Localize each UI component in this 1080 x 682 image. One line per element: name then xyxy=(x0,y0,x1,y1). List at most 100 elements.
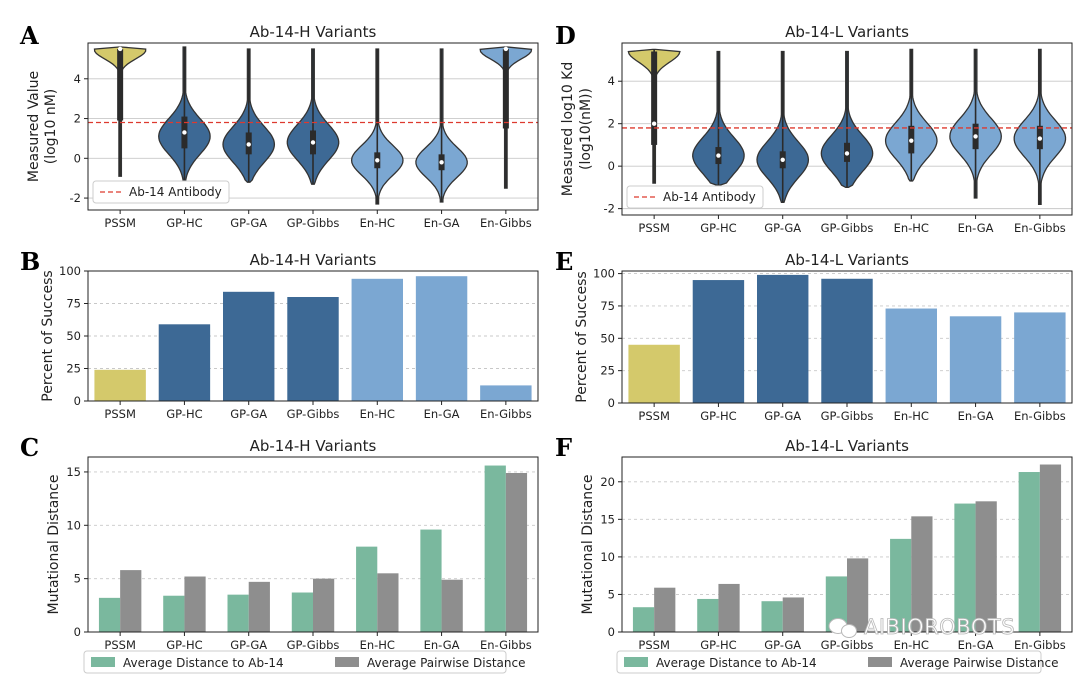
panel-e-ytick-label: 75 xyxy=(600,299,615,313)
panel-a-title: Ab-14-H Variants xyxy=(250,23,377,41)
panel-c-bar-avg-pairwise xyxy=(505,473,528,632)
panel-f-ytick-label: 15 xyxy=(600,512,615,526)
panel-e-xtick-label: En-GA xyxy=(958,409,994,423)
panel-c-bar-avg-pairwise xyxy=(313,578,335,632)
panel-e-ytick-label: 100 xyxy=(593,267,615,281)
panel-f-bar-avg-pairwise xyxy=(1039,464,1062,632)
panel-a-violin-iqr xyxy=(117,48,124,121)
panel-d-violin-median xyxy=(651,121,657,126)
panel-c-xtick-label: GP-Gibbs xyxy=(287,638,340,652)
panel-c-title: Ab-14-H Variants xyxy=(250,437,377,455)
panel-e-ylabel: Percent of Success xyxy=(574,271,590,402)
panel-a-ytick-label: 4 xyxy=(74,72,81,86)
panel-e-bar xyxy=(949,316,1002,403)
panel-a-ylabel-units: (log10 nM) xyxy=(43,89,59,164)
panel-a-legend-label: Ab-14 Antibody xyxy=(129,185,222,199)
panel-b-ytick-label: 25 xyxy=(66,362,81,376)
panel-a-violin-median xyxy=(439,160,444,165)
panel-f-bar-avg-to-ab14 xyxy=(761,601,783,632)
panel-b-bar xyxy=(287,297,339,401)
panel-a-violin-iqr xyxy=(502,48,509,129)
panel-e-bar xyxy=(885,308,937,403)
panel-f-xtick-label: PSSM xyxy=(638,638,669,652)
panel-e-bar xyxy=(692,280,745,403)
panel-a-xtick-label: PSSM xyxy=(104,216,135,230)
panel-e-bar xyxy=(821,278,873,403)
panel-c-bar-avg-to-ab14 xyxy=(227,594,249,632)
panel-f-ytick-label: 5 xyxy=(608,587,615,601)
panel-d-violin-median xyxy=(973,134,978,139)
panel-c-bar-avg-to-ab14 xyxy=(291,592,313,632)
panel-b-title: Ab-14-H Variants xyxy=(250,251,377,269)
panel-a-legend xyxy=(92,180,230,204)
panel-c-ytick-label: 0 xyxy=(74,625,81,639)
panel-f-xtick-label: En-HC xyxy=(894,638,929,652)
panel-f-bar-avg-pairwise xyxy=(847,558,869,632)
panel-a-ytick-label: -2 xyxy=(70,191,81,205)
panel-b-bar xyxy=(158,324,211,401)
panel-f-bar-avg-to-ab14 xyxy=(890,538,912,632)
panel-c-xtick-label: PSSM xyxy=(104,638,135,652)
panel-a-violin-median xyxy=(246,142,251,147)
panel-c-ytick-label: 15 xyxy=(66,465,81,479)
panel-c-xtick-label: En-Gibbs xyxy=(480,638,532,652)
panel-e-ytick-label: 0 xyxy=(608,396,615,410)
panel-d-violin-median xyxy=(716,153,721,158)
panel-e-bar xyxy=(628,344,680,403)
panel-f-panel-label: F xyxy=(555,433,572,462)
panel-a-xtick-label: GP-HC xyxy=(166,216,202,230)
panel-e-xtick-label: GP-Gibbs xyxy=(821,409,874,423)
panel-c-bar-avg-pairwise xyxy=(441,579,463,632)
panel-d-xtick-label: En-HC xyxy=(894,221,929,235)
panel-b-ytick-label: 50 xyxy=(66,329,81,343)
panel-c-legend xyxy=(83,650,507,674)
panel-d-xtick-label: GP-Gibbs xyxy=(821,221,874,235)
panel-d-xtick-label: En-Gibbs xyxy=(1014,221,1066,235)
panel-b-bar xyxy=(223,291,275,401)
panel-c-bar-avg-to-ab14 xyxy=(98,597,121,632)
panel-f-bar-avg-to-ab14 xyxy=(825,576,847,632)
panel-f-ytick-label: 0 xyxy=(608,625,615,639)
panel-f-bar-avg-pairwise xyxy=(718,583,740,632)
panel-c-legend-swatch xyxy=(335,657,359,667)
panel-b-bar xyxy=(351,278,403,401)
panel-a-xtick-label: En-HC xyxy=(360,216,395,230)
panel-c-xtick-label: GP-HC xyxy=(166,638,202,652)
panel-d-legend xyxy=(626,185,764,209)
panel-e-xtick-label: GP-GA xyxy=(764,409,801,423)
panel-a-xtick-label: En-GA xyxy=(424,216,460,230)
panel-a-violin-median xyxy=(310,140,316,145)
panel-b-xtick-label: PSSM xyxy=(104,407,135,421)
panel-d-violin-median xyxy=(909,138,914,143)
panel-d-ytick-label: 0 xyxy=(608,159,615,173)
panel-a-panel-label: A xyxy=(19,21,39,50)
panel-b-bar xyxy=(94,369,146,401)
panel-b-xtick-label: GP-Gibbs xyxy=(287,407,340,421)
panel-a-violin-median xyxy=(375,158,380,163)
panel-b-ytick-label: 0 xyxy=(74,394,81,408)
panel-d-violin-median xyxy=(780,157,785,162)
panel-e-xtick-label: En-HC xyxy=(894,409,929,423)
panel-b-ylabel: Percent of Success xyxy=(40,270,56,401)
panel-c-xtick-label: GP-GA xyxy=(230,638,267,652)
panel-f-bar-avg-pairwise xyxy=(782,597,804,632)
panel-f-xtick-label: GP-Gibbs xyxy=(821,638,874,652)
panel-c-ytick-label: 10 xyxy=(66,518,81,532)
panel-b-xtick-label: En-Gibbs xyxy=(480,407,532,421)
panel-c-bar-avg-pairwise xyxy=(120,570,142,632)
panel-f-legend xyxy=(616,650,1042,674)
panel-d-ytick-label: 4 xyxy=(608,74,615,88)
panel-b-panel-label: B xyxy=(20,247,40,276)
panel-b-xtick-label: En-HC xyxy=(360,407,395,421)
panel-e-xtick-label: GP-HC xyxy=(700,409,736,423)
panel-f-bar-avg-pairwise xyxy=(975,501,997,632)
panel-d-xtick-label: En-GA xyxy=(958,221,994,235)
panel-f-xtick-label: GP-HC xyxy=(700,638,736,652)
panel-e-bar xyxy=(1014,312,1066,403)
panel-c-bar-avg-pairwise xyxy=(184,576,206,632)
panel-e-ytick-label: 25 xyxy=(600,364,615,378)
panel-d-ytick-label: 2 xyxy=(608,117,615,131)
panel-f-ytick-label: 10 xyxy=(600,550,615,564)
panel-c-bar-avg-pairwise xyxy=(377,573,399,632)
panel-c-bar-avg-to-ab14 xyxy=(356,546,378,632)
